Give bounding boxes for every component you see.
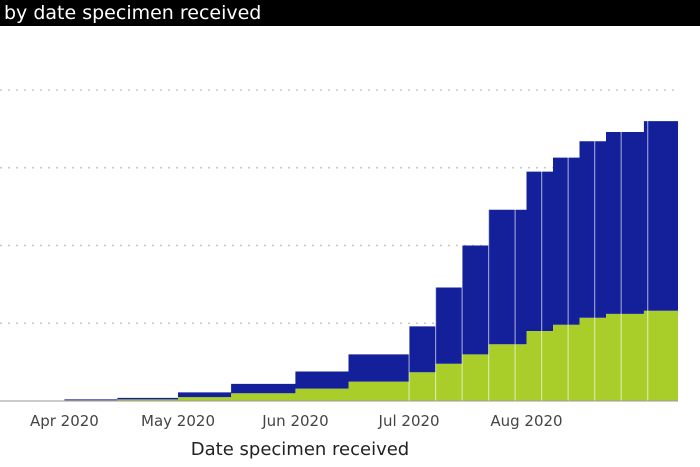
chart-title: by date specimen received <box>0 0 700 26</box>
x-tick-label: Aug 2020 <box>490 412 562 430</box>
gridlines <box>0 89 678 324</box>
x-tick-label: Jun 2020 <box>261 412 328 430</box>
x-tick-labels: Apr 2020 May 2020 Jun 2020 Jul 2020 Aug 2020 <box>30 412 563 430</box>
series-areas <box>0 112 678 401</box>
x-tick-label: May 2020 <box>141 412 215 430</box>
date-stripes <box>408 120 649 401</box>
series-area-1 <box>0 304 678 401</box>
x-axis-title: Date specimen received <box>191 439 409 460</box>
x-tick-label: Apr 2020 <box>30 412 99 430</box>
series-area-2 <box>0 112 678 401</box>
x-tick-label: Jul 2020 <box>378 412 440 430</box>
stacked-area-chart: Apr 2020 May 2020 Jun 2020 Jul 2020 Aug 2020… <box>0 89 678 460</box>
